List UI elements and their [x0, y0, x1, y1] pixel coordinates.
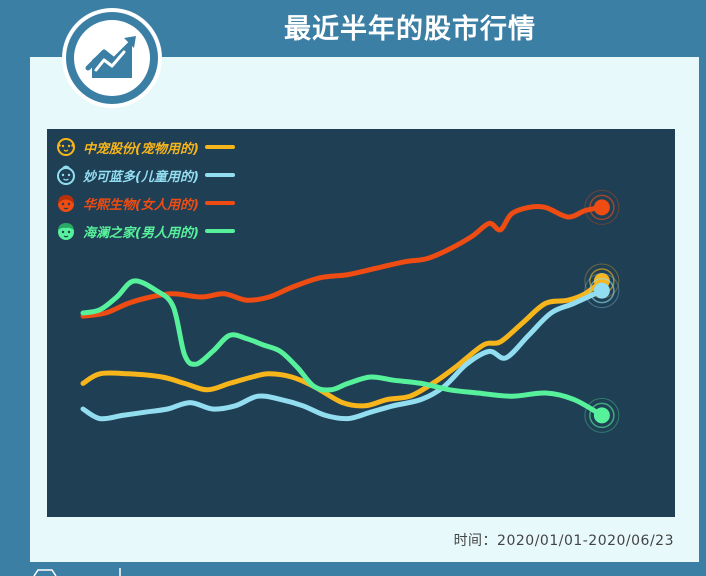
child-face-icon: [57, 165, 75, 185]
time-range-label: 时间：2020/01/01-2020/06/23: [453, 533, 674, 549]
chart-legend: 中宠股份(宠物用的) 妙可蓝多(儿童用的) 华熙生物(女人用的) 海澜之家(男人…: [55, 135, 235, 247]
legend-item-miaokelanduo: 妙可蓝多(儿童用的): [55, 163, 235, 187]
line-chart: [80, 189, 620, 433]
legend-label: 海澜之家(男人用的): [83, 225, 199, 241]
legend-swatch: [204, 145, 235, 149]
legend-item-zhongchong: 中宠股份(宠物用的): [55, 135, 235, 159]
man-face-icon: [58, 223, 74, 240]
legend-swatch: [204, 229, 235, 233]
woman-face-icon: [58, 195, 74, 212]
series-line-2: [80, 203, 605, 319]
series-line-0: [80, 278, 605, 409]
legend-label: 华熙生物(女人用的): [83, 197, 199, 213]
title-badge: [66, 12, 158, 104]
page-title: 最近半年的股市行情: [284, 14, 536, 45]
dog-face-icon: [57, 138, 75, 156]
series-end-marker-3: [584, 397, 620, 433]
series-end-marker-1: [584, 273, 620, 309]
decorative-mark: [33, 568, 121, 576]
legend-item-huaxi: 华熙生物(女人用的): [55, 191, 235, 215]
legend-item-hailan: 海澜之家(男人用的): [55, 219, 235, 243]
series-line-1: [80, 288, 605, 422]
legend-label: 中宠股份(宠物用的): [83, 141, 199, 157]
series-line-3: [80, 278, 605, 418]
legend-label: 妙可蓝多(儿童用的): [83, 169, 199, 185]
series-end-marker-2: [584, 189, 620, 225]
legend-swatch: [204, 201, 235, 205]
rising-chart-icon: [85, 36, 136, 78]
chart-panel: [47, 129, 675, 517]
legend-swatch: [204, 173, 235, 177]
